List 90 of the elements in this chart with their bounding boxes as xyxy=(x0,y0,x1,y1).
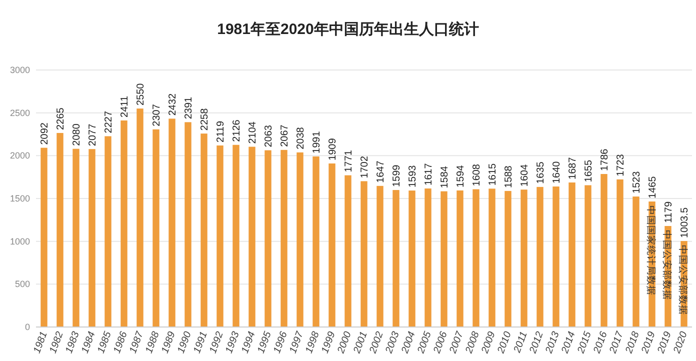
x-tick-label: 1997 xyxy=(288,330,306,355)
x-tick-label: 1987 xyxy=(128,330,146,355)
bar xyxy=(632,196,640,327)
bar xyxy=(264,150,272,327)
bar xyxy=(360,181,368,327)
x-tick-label: 2013 xyxy=(544,330,562,356)
x-tick-label: 1982 xyxy=(48,330,66,355)
bar xyxy=(328,163,336,327)
x-tick-label: 2010 xyxy=(496,330,514,356)
x-tick-label: 1985 xyxy=(96,330,114,355)
x-tick-label: 2008 xyxy=(464,330,482,356)
x-tick-label: 2009 xyxy=(480,330,498,356)
bar xyxy=(376,186,384,327)
bar xyxy=(552,186,560,327)
bar xyxy=(120,120,128,327)
x-tick-label: 1995 xyxy=(256,330,274,355)
x-tick-label: 2004 xyxy=(400,330,418,356)
x-tick-label: 2000 xyxy=(336,330,354,356)
x-tick-label: 1981 xyxy=(32,330,50,355)
bar xyxy=(392,190,400,327)
bar xyxy=(104,136,112,327)
x-tick-label: 1990 xyxy=(176,330,194,355)
y-tick-label: 500 xyxy=(14,279,30,290)
x-tick-label: 2014 xyxy=(560,330,578,356)
bar xyxy=(296,152,304,327)
bar xyxy=(280,150,288,327)
bar xyxy=(504,190,512,327)
y-tick-label: 1000 xyxy=(10,236,30,246)
x-tick-label: 1993 xyxy=(224,330,242,355)
bar xyxy=(520,190,528,327)
x-tick-label: 2012 xyxy=(528,330,546,356)
bar xyxy=(248,146,256,327)
x-tick-label: 2005 xyxy=(416,330,434,356)
bar xyxy=(568,182,576,327)
bar xyxy=(88,149,96,327)
x-tick-label: 2019 xyxy=(656,330,674,356)
bar xyxy=(200,134,208,327)
bar xyxy=(312,156,320,327)
x-tick-label: 2007 xyxy=(448,330,466,356)
x-tick-label: 2017 xyxy=(608,330,626,356)
x-tick-label: 2006 xyxy=(432,330,450,356)
chart-title: 1981年至2020年中国历年出生人口统计 xyxy=(217,21,479,38)
bar xyxy=(424,188,432,327)
bar xyxy=(168,118,176,327)
bar xyxy=(344,175,352,327)
x-tick-label: 1996 xyxy=(272,330,290,355)
x-tick-label: 1994 xyxy=(240,330,258,355)
x-tick-label: 2015 xyxy=(576,330,594,356)
annotation: 中国公安部数据 xyxy=(677,245,689,316)
x-tick-label: 2016 xyxy=(592,330,610,356)
x-tick-label: 1999 xyxy=(320,330,338,355)
x-tick-label: 1998 xyxy=(304,330,322,355)
x-tick-label: 2019 xyxy=(640,330,658,356)
x-tick-label: 1984 xyxy=(80,330,98,355)
bar xyxy=(56,132,64,327)
x-tick-label: 1986 xyxy=(112,330,130,355)
y-tick-label: 1500 xyxy=(10,194,30,204)
x-tick-label: 1992 xyxy=(208,330,226,355)
bar xyxy=(616,179,624,327)
bar xyxy=(600,174,608,327)
x-tick-label: 1983 xyxy=(64,330,82,355)
y-tick-label: 2000 xyxy=(10,150,30,161)
bar xyxy=(40,148,48,327)
bar xyxy=(440,191,448,327)
bar xyxy=(136,108,144,327)
bar xyxy=(456,190,464,327)
bar xyxy=(408,190,416,327)
bar xyxy=(184,122,192,327)
x-tick-label: 1988 xyxy=(144,330,162,355)
x-tick-label: 1989 xyxy=(160,330,178,355)
y-tick-label: 2500 xyxy=(10,108,30,118)
x-tick-label: 2020 xyxy=(672,330,690,356)
bar xyxy=(216,145,224,327)
bar xyxy=(72,148,80,327)
x-tick-label: 2001 xyxy=(352,330,370,356)
annotation: 中国国家统计局数据 xyxy=(645,206,657,296)
x-tick-label: 2011 xyxy=(512,330,530,356)
bar xyxy=(472,189,480,327)
bar xyxy=(488,188,496,327)
y-tick-label: 0 xyxy=(24,322,30,332)
bar xyxy=(152,129,160,327)
x-tick-label: 2018 xyxy=(624,330,642,356)
y-tick-label: 3000 xyxy=(10,65,30,75)
bar xyxy=(536,186,544,327)
bar xyxy=(584,185,592,327)
annotation: 中国公安部数据 xyxy=(661,230,673,300)
x-tick-label: 1991 xyxy=(192,330,210,355)
bar xyxy=(232,144,240,327)
x-tick-label: 2003 xyxy=(384,330,402,356)
x-tick-label: 2002 xyxy=(368,330,386,356)
